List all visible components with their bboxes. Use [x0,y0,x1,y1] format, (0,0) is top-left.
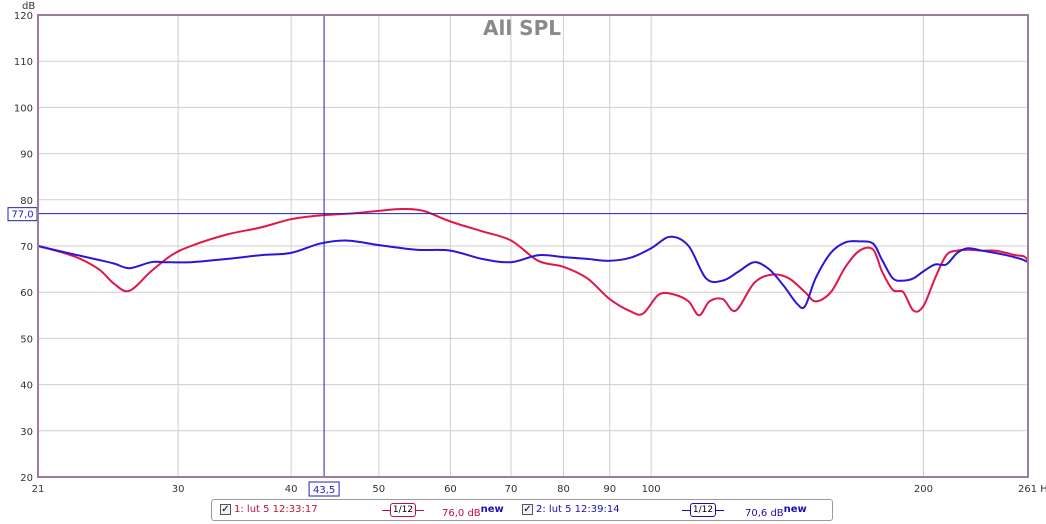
cursor-x-box [308,481,340,497]
y-tick-label: 40 [20,381,33,392]
y-tick-label: 110 [14,57,33,68]
legend-level-value-1: 76,0 dB [442,508,481,519]
x-tick-label: 60 [444,484,457,495]
spl-chart[interactable]: 20 30 40 50 60 70 80 90 100 110 120 21 30 40 50 60 70 80… [0,0,1046,498]
x-tick-label: 21 [32,484,45,495]
y-tick-label: 50 [20,334,33,345]
legend-label-1: 1: lut 5 12:33:17 [234,504,318,515]
x-tick-label: 70 [505,484,518,495]
x-tick-label: 261 Hz [1018,484,1046,495]
smoothing-2[interactable]: 1/12 [682,503,724,517]
y-tick-label: 80 [20,196,33,207]
x-tick-label: 50 [372,484,385,495]
legend-checkbox-1[interactable]: ✓ [220,504,231,515]
x-axis: 21 30 40 50 60 70 80 90 100 200 261 Hz [32,484,1046,495]
y-tick-label: 120 [14,11,33,22]
y-axis: 20 30 40 50 60 70 80 90 100 110 120 [14,11,33,484]
smoothing-1[interactable]: 1/12 [382,503,424,517]
y-tick-label: 100 [14,103,33,114]
x-tick-label: 90 [603,484,616,495]
x-tick-label: 30 [172,484,185,495]
y-tick-label: 70 [20,242,33,253]
series-line-2 [37,235,1029,310]
smoothing-label-2: 1/12 [690,503,716,517]
legend-level-value-2: 70,6 dB [745,508,784,519]
legend-level-1: 76,0 dBnew [442,500,504,520]
cursor-y-label: 77,0 [11,210,33,221]
x-tick-label: 40 [285,484,298,495]
x-tick-label: 80 [557,484,570,495]
x-tick-label: 100 [642,484,661,495]
x-tick-label: 200 [914,484,933,495]
plot-frame [37,14,1029,478]
y-tick-label: 90 [20,150,33,161]
legend-label-2: 2: lut 5 12:39:14 [536,504,620,515]
cursor[interactable]: 77,0 43,5 [7,15,1028,497]
smoothing-label-1: 1/12 [390,503,416,517]
legend-checkbox-2[interactable]: ✓ [522,504,533,515]
legend: ✓ 1: lut 5 12:33:17 1/12 76,0 dBnew ✓ 2:… [211,499,833,521]
legend-new-2: new [783,504,807,515]
legend-new-1: new [480,504,504,515]
series-group [37,207,1029,317]
y-tick-label: 20 [20,473,33,484]
y-tick-label: 30 [20,427,33,438]
cursor-x-label: 43,5 [313,485,335,496]
legend-level-2: 70,6 dBnew [745,500,807,520]
series-line-1 [37,207,1029,317]
y-tick-label: 60 [20,288,33,299]
y-axis-unit: dB [22,1,35,12]
chart-title: All SPL [483,16,561,40]
